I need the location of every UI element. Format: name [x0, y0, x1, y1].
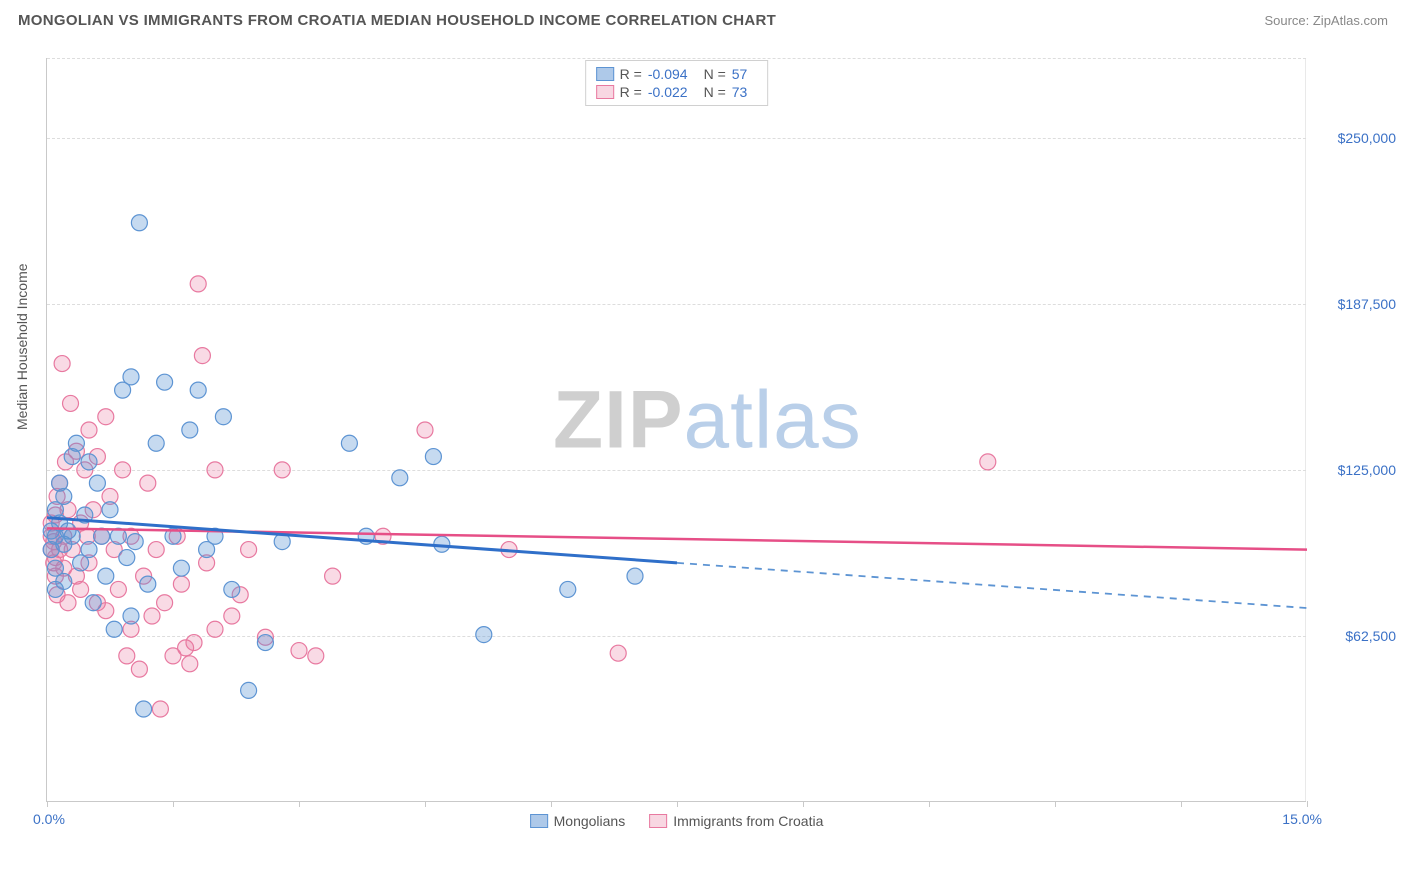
x-tick: [929, 801, 930, 807]
data-point: [110, 581, 126, 597]
data-point: [56, 488, 72, 504]
data-point: [157, 374, 173, 390]
series-legend: Mongolians Immigrants from Croatia: [530, 813, 824, 829]
data-point: [64, 528, 80, 544]
legend-item-mongolians: Mongolians: [530, 813, 626, 829]
x-tick: [1055, 801, 1056, 807]
data-point: [215, 409, 231, 425]
data-point: [136, 701, 152, 717]
data-point: [98, 409, 114, 425]
x-tick: [47, 801, 48, 807]
data-point: [119, 550, 135, 566]
data-point: [60, 595, 76, 611]
data-point: [241, 682, 257, 698]
x-axis-min-label: 0.0%: [33, 811, 65, 827]
data-point: [173, 560, 189, 576]
source-attribution: Source: ZipAtlas.com: [1264, 13, 1388, 28]
data-point: [157, 595, 173, 611]
x-tick: [1181, 801, 1182, 807]
data-point: [610, 645, 626, 661]
data-point: [148, 542, 164, 558]
data-point: [308, 648, 324, 664]
y-tick-label: $125,000: [1316, 462, 1396, 478]
data-point: [106, 621, 122, 637]
data-point: [73, 581, 89, 597]
swatch-pink: [649, 814, 667, 828]
data-point: [140, 576, 156, 592]
data-point: [194, 348, 210, 364]
data-point: [119, 648, 135, 664]
data-point: [190, 276, 206, 292]
data-point: [224, 608, 240, 624]
data-point: [85, 595, 101, 611]
data-point: [123, 608, 139, 624]
data-point: [94, 528, 110, 544]
data-point: [341, 435, 357, 451]
scatter-plot-svg: [47, 58, 1306, 801]
data-point: [63, 395, 79, 411]
x-tick: [173, 801, 174, 807]
swatch-pink: [596, 85, 614, 99]
chart-title: MONGOLIAN VS IMMIGRANTS FROM CROATIA MED…: [18, 12, 776, 29]
data-point: [560, 581, 576, 597]
data-point: [152, 701, 168, 717]
data-point: [627, 568, 643, 584]
data-point: [81, 422, 97, 438]
legend-row-mongolians: R =-0.094 N =57: [596, 65, 758, 83]
data-point: [207, 462, 223, 478]
swatch-blue: [530, 814, 548, 828]
data-point: [224, 581, 240, 597]
data-point: [115, 462, 131, 478]
data-point: [54, 356, 70, 372]
regression-line-mongolians-extrapolated: [677, 563, 1307, 608]
data-point: [392, 470, 408, 486]
x-tick: [551, 801, 552, 807]
data-point: [56, 573, 72, 589]
data-point: [131, 215, 147, 231]
data-point: [980, 454, 996, 470]
data-point: [274, 462, 290, 478]
data-point: [148, 435, 164, 451]
legend-row-croatia: R =-0.022 N =73: [596, 83, 758, 101]
y-tick-label: $62,500: [1316, 628, 1396, 644]
x-tick: [425, 801, 426, 807]
data-point: [131, 661, 147, 677]
data-point: [417, 422, 433, 438]
x-tick: [299, 801, 300, 807]
data-point: [123, 369, 139, 385]
chart-plot-area: ZIPatlas $62,500$125,000$187,500$250,000…: [46, 58, 1306, 802]
data-point: [173, 576, 189, 592]
y-tick-label: $187,500: [1316, 296, 1396, 312]
data-point: [140, 475, 156, 491]
data-point: [241, 542, 257, 558]
data-point: [144, 608, 160, 624]
data-point: [68, 435, 84, 451]
legend-item-croatia: Immigrants from Croatia: [649, 813, 823, 829]
data-point: [81, 454, 97, 470]
data-point: [102, 502, 118, 518]
correlation-legend: R =-0.094 N =57 R =-0.022 N =73: [585, 60, 769, 106]
x-axis-max-label: 15.0%: [1282, 811, 1322, 827]
data-point: [325, 568, 341, 584]
data-point: [190, 382, 206, 398]
data-point: [182, 656, 198, 672]
data-point: [207, 621, 223, 637]
data-point: [291, 643, 307, 659]
swatch-blue: [596, 67, 614, 81]
data-point: [182, 422, 198, 438]
data-point: [81, 542, 97, 558]
data-point: [425, 449, 441, 465]
data-point: [257, 635, 273, 651]
y-axis-title: Median Household Income: [14, 263, 30, 430]
data-point: [98, 568, 114, 584]
data-point: [89, 475, 105, 491]
x-tick: [803, 801, 804, 807]
x-tick: [1307, 801, 1308, 807]
x-tick: [677, 801, 678, 807]
data-point: [476, 627, 492, 643]
data-point: [127, 534, 143, 550]
data-point: [186, 635, 202, 651]
y-tick-label: $250,000: [1316, 130, 1396, 146]
